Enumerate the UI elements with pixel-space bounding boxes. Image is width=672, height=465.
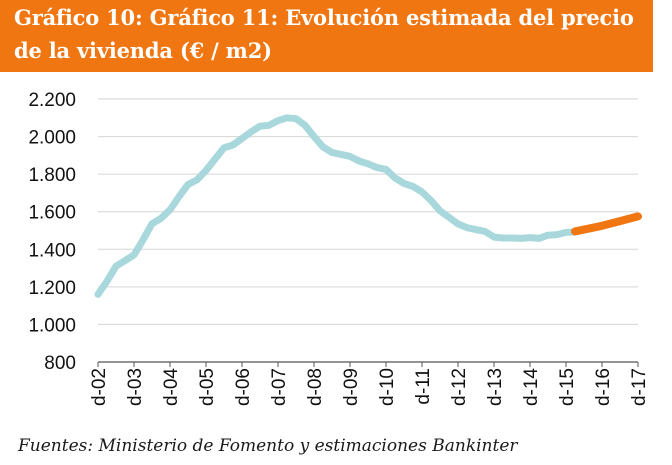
line-chart-svg: 800 1.000 1.200 1.400 1.600 1.800 2.000 2.200 d-… (28, 90, 650, 406)
x-tick-label: d-13 (485, 368, 506, 406)
x-tick-label: d-15 (557, 368, 578, 406)
x-tick-label: d-06 (233, 368, 254, 406)
source-note: Fuentes: Ministerio de Fomento y estimac… (18, 436, 518, 456)
series-line-estimated (571, 212, 642, 236)
y-tick-label: 1.200 (28, 278, 76, 299)
x-tick-label: d-09 (341, 368, 362, 406)
y-tick-label: 1.000 (28, 315, 76, 336)
y-tick-label: 1.400 (28, 240, 76, 261)
x-tick-label: d-11 (413, 368, 434, 405)
y-tick-label: 1.800 (28, 165, 76, 186)
x-tick-label: d-05 (197, 368, 218, 406)
y-tick-label: 2.000 (28, 128, 76, 149)
y-tick-label: 1.600 (28, 203, 76, 224)
y-tick-label: 800 (44, 353, 76, 374)
y-tick-label: 2.200 (28, 90, 76, 111)
x-tick-label: d-08 (305, 368, 326, 406)
x-tick-label: d-07 (269, 368, 290, 406)
x-tick-label: d-03 (125, 368, 146, 406)
x-tick-label: d-12 (449, 368, 470, 406)
chart-title-line-1: Gráfico 10: Gráfico 11: Evolución estima… (14, 5, 634, 30)
x-tick-label: d-16 (593, 368, 614, 406)
chart-title-banner: Gráfico 10: Gráfico 11: Evolución estima… (0, 0, 653, 72)
x-tick-label: d-04 (161, 368, 182, 406)
x-tick-label: d-17 (629, 368, 650, 406)
line-chart: 800 1.000 1.200 1.400 1.600 1.800 2.000 2.200 d-… (0, 80, 672, 430)
x-tick-label: d-02 (89, 368, 110, 406)
chart-title-line-2: de la vivienda (€ / m2) (14, 38, 272, 63)
x-tick-label: d-14 (521, 368, 542, 406)
series-line-historical (94, 114, 579, 298)
x-tick-label: d-10 (377, 368, 398, 406)
